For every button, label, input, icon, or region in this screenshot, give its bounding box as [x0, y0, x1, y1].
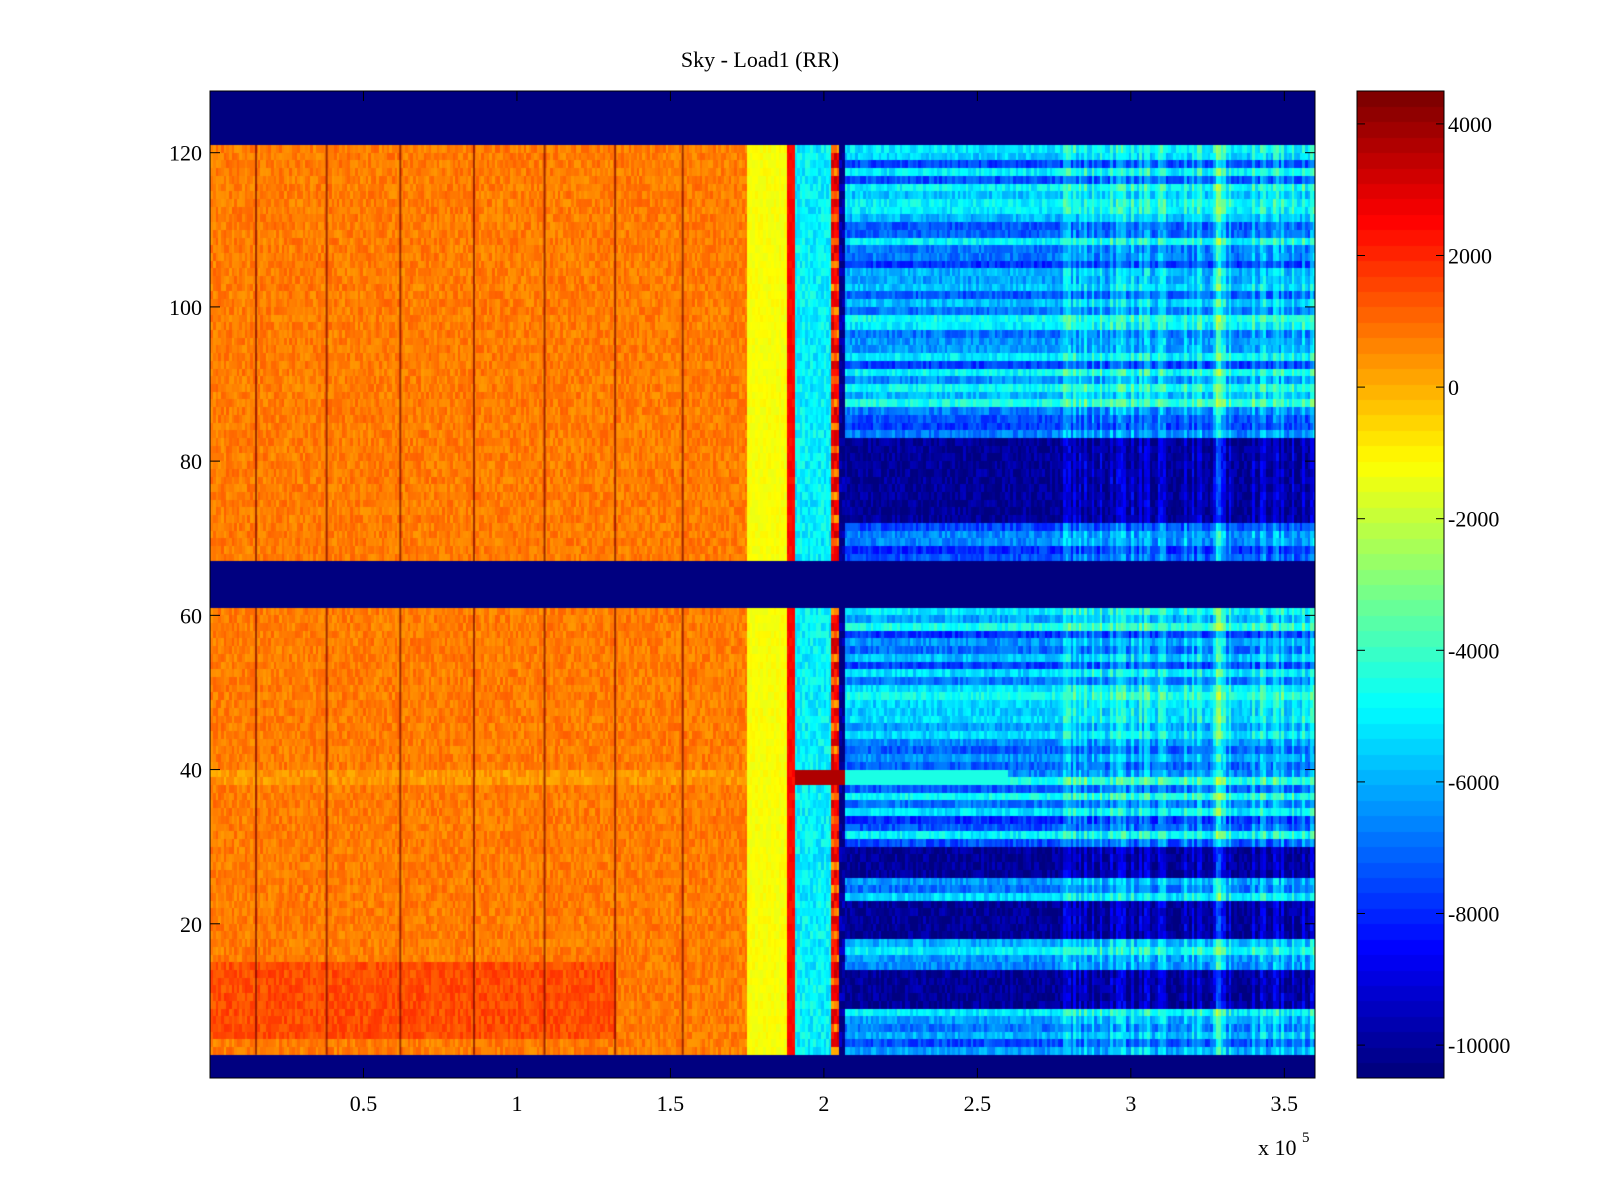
x-tick-label: 0.5 — [350, 1091, 378, 1116]
colorbar-tick-label: 2000 — [1448, 244, 1492, 269]
x-tick-label: 2 — [818, 1091, 829, 1116]
colorbar-ticks: -10000 -8000 -6000 -4000 -2000 0 2000 4000 — [1357, 112, 1510, 1058]
x-tick-label: 1.5 — [657, 1091, 685, 1116]
plot-frame — [209, 90, 1316, 1079]
x-tick-label: 1 — [511, 1091, 522, 1116]
y-tick-label: 120 — [169, 141, 202, 166]
y-axis-ticks: 20 40 60 80 100 120 — [169, 141, 1315, 937]
colorbar-tick-label: 4000 — [1448, 112, 1492, 137]
x-multiplier-label: x 10 — [1258, 1135, 1297, 1160]
colorbar-image — [1357, 91, 1444, 1078]
chart-title: Sky - Load1 (RR) — [681, 47, 839, 72]
x-axis-ticks: 0.5 1 1.5 2 2.5 3 3.5 — [350, 91, 1298, 1116]
x-tick-label: 2.5 — [964, 1091, 992, 1116]
y-tick-label: 60 — [180, 603, 202, 628]
x-multiplier-exponent: 5 — [1302, 1130, 1310, 1146]
colorbar-tick-label: -8000 — [1448, 902, 1499, 927]
x-tick-label: 3 — [1125, 1091, 1136, 1116]
colorbar-tick-label: -6000 — [1448, 770, 1499, 795]
colorbar-frame — [1356, 90, 1445, 1079]
colorbar-tick-label: 0 — [1448, 375, 1459, 400]
y-tick-label: 100 — [169, 295, 202, 320]
y-tick-label: 80 — [180, 449, 202, 474]
y-tick-label: 20 — [180, 912, 202, 937]
colorbar-tick-label: -2000 — [1448, 507, 1499, 532]
y-tick-label: 40 — [180, 758, 202, 783]
x-tick-label: 3.5 — [1271, 1091, 1299, 1116]
colorbar-tick-label: -4000 — [1448, 638, 1499, 663]
heatmap-image — [210, 91, 1315, 1078]
colorbar-tick-label: -10000 — [1448, 1033, 1510, 1058]
